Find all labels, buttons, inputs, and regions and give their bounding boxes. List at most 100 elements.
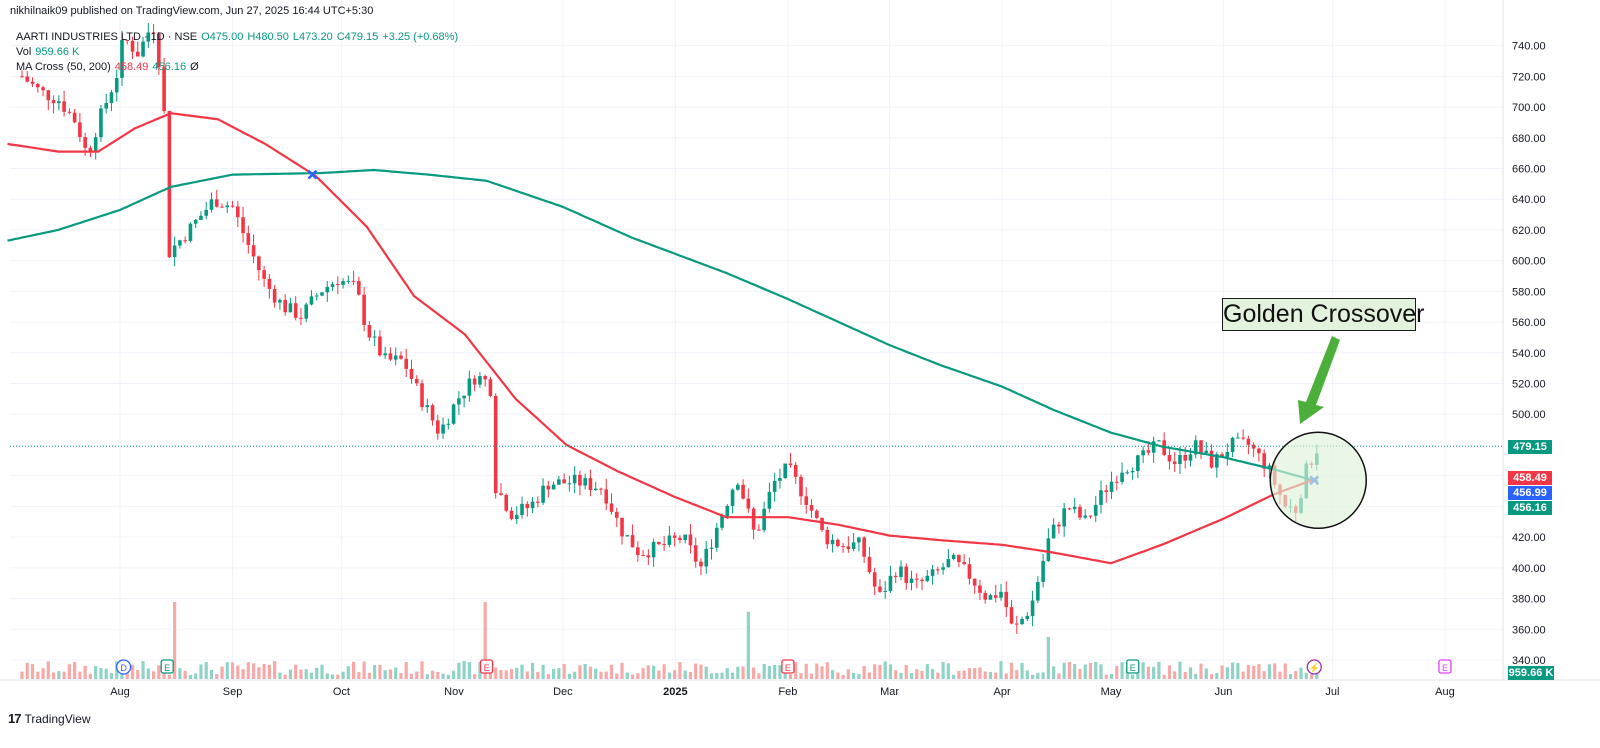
volume-bar [415, 671, 419, 679]
candle-body [551, 484, 556, 490]
volume-bar [573, 671, 577, 679]
candle-body [1220, 454, 1224, 457]
candle-body [1041, 560, 1045, 582]
event-badge-shape [1126, 659, 1140, 674]
candle-body [609, 503, 614, 512]
candle-body [188, 223, 193, 241]
candle-body [1267, 465, 1272, 469]
volume-bar [125, 669, 129, 679]
price-axis[interactable]: 340.00360.00380.00400.00420.00440.00460.… [1512, 41, 1546, 667]
volume-bar [46, 661, 50, 679]
candle-body [872, 572, 877, 587]
volume-bar [373, 665, 377, 679]
candle-body [851, 542, 856, 549]
volume-bar [583, 663, 587, 679]
volume-bar [852, 672, 856, 679]
volume-bar [941, 661, 945, 679]
volume-bar [209, 669, 214, 679]
volume-bar [530, 662, 535, 679]
volume-bar [204, 661, 208, 679]
volume-bar [694, 663, 698, 679]
volume-bar [294, 664, 298, 679]
event-badge-e[interactable]: E [1126, 659, 1140, 674]
volume-bar [1209, 674, 1214, 679]
event-badge-label: E [785, 663, 791, 673]
volume-bar [1241, 671, 1245, 679]
event-badge-e[interactable]: E [479, 659, 494, 674]
legend-volume-row[interactable]: Vol 959.66 K [16, 45, 458, 60]
event-badge-shape [781, 659, 795, 674]
event-badge-e[interactable]: E [781, 659, 795, 674]
candle-body [699, 561, 703, 567]
volume-bar [952, 674, 956, 679]
footer-brand[interactable]: 17 TradingView [8, 711, 91, 726]
price-tick-label: 420.00 [1512, 532, 1546, 544]
candle-body [757, 529, 761, 531]
golden-crossover-annotation[interactable]: Golden Crossover [1222, 298, 1424, 331]
volume-bar [1225, 667, 1229, 679]
volume-bar [762, 663, 766, 679]
candle-body [978, 585, 982, 593]
candle-body [646, 555, 651, 558]
candle-body [983, 592, 988, 600]
volume-bar [388, 669, 393, 679]
volume-bar [1036, 672, 1040, 679]
volume-bar [1041, 672, 1045, 679]
volume-bar [862, 666, 866, 679]
event-badge-d[interactable]: D [115, 659, 132, 675]
candle-body [151, 32, 156, 34]
candle-body [309, 296, 314, 305]
legend-symbol-row[interactable]: AARTI INDUSTRIES LTD · 1D · NSE O475.00 … [16, 30, 458, 45]
candle-body [504, 494, 509, 511]
candle-body [109, 92, 114, 104]
event-badges[interactable]: D E E E E ⚡ E [115, 659, 1452, 675]
volume-bar [957, 670, 961, 679]
candle-body [230, 205, 235, 207]
candle-body [920, 579, 924, 582]
event-badge-lightning[interactable]: ⚡ [1306, 659, 1322, 675]
volume-bar [1141, 662, 1145, 679]
candle-body [1046, 538, 1051, 561]
volume-bar [1088, 662, 1093, 679]
volume-bar [499, 670, 503, 679]
time-axis[interactable]: Aug Sep Oct Nov Dec 2025 Feb Mar Apr May Jun Jul Aug [110, 686, 1455, 698]
candle-body [772, 480, 777, 492]
candle-body [493, 395, 498, 494]
volume-bar [288, 669, 293, 679]
volume-bar [178, 668, 182, 679]
ohlc-low: L473.20 [292, 31, 333, 43]
volume-bar [1173, 671, 1177, 679]
volume-bar [425, 674, 429, 679]
volume-bar [888, 664, 893, 679]
candle-body [251, 245, 256, 257]
candle-body [1251, 444, 1256, 449]
symbol-name[interactable]: AARTI INDUSTRIES LTD · 1D · NSE [16, 31, 198, 43]
volume-bar [304, 669, 308, 679]
event-badge-e[interactable]: E [160, 659, 174, 674]
price-tick-label: 340.00 [1512, 655, 1546, 667]
time-tick-label: Sep [223, 686, 243, 698]
publish-info: nikhilnaik09 published on TradingView.co… [10, 5, 374, 17]
candle-body [678, 537, 682, 540]
volume-bar [883, 661, 887, 679]
event-badge-e[interactable]: E [1438, 659, 1452, 674]
legend-ma-row[interactable]: MA Cross (50, 200) 458.49 456.16 Ø [16, 60, 458, 75]
ma-hidden-icon[interactable]: Ø [190, 61, 199, 73]
volume-bar [1030, 674, 1035, 679]
volume-bar [557, 668, 561, 679]
candle-body [135, 51, 140, 57]
candle-body [520, 503, 524, 515]
volume-bar [1236, 663, 1240, 679]
volume-bar [1004, 673, 1008, 679]
price-tick-label: 600.00 [1512, 256, 1546, 268]
volume-bar [536, 671, 540, 679]
candle-body [1078, 506, 1082, 518]
time-tick-label: 2025 [663, 686, 687, 698]
candle-body [804, 496, 809, 505]
price-tick-label: 380.00 [1512, 594, 1546, 606]
candle-body [404, 358, 409, 369]
volume-bar [741, 666, 745, 679]
event-badge-label: E [1130, 663, 1136, 673]
event-badge-label: E [164, 663, 170, 673]
